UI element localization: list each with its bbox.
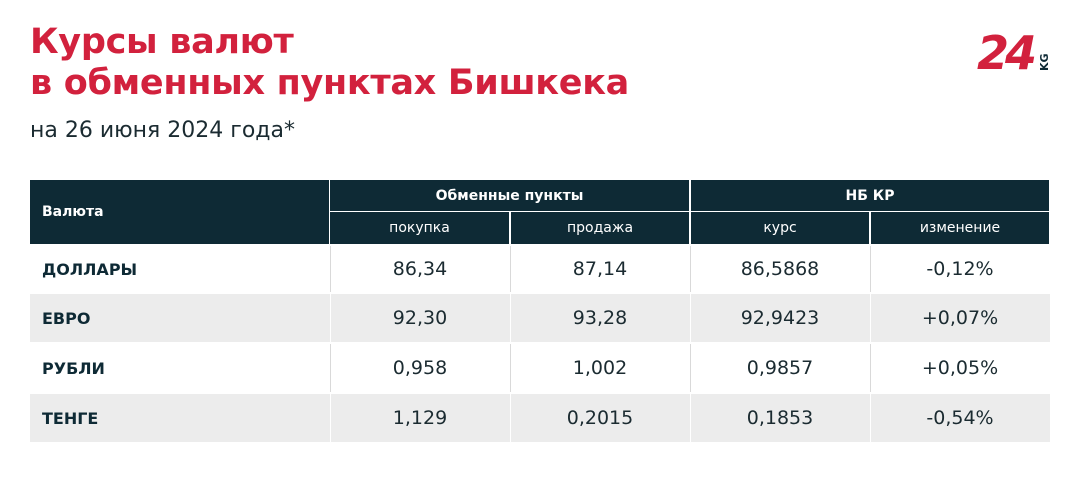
rate-value: 1,002 — [572, 357, 628, 379]
rate-value: 0,9857 — [746, 357, 814, 379]
cell-separator — [330, 294, 331, 342]
rate-value: -0,12% — [926, 258, 994, 280]
logo-suffix: KG — [1038, 53, 1051, 71]
cell-separator — [870, 344, 871, 392]
rate-value: 0,2015 — [566, 407, 634, 429]
column-header: курс — [691, 212, 869, 244]
logo-main: 24 — [977, 26, 1035, 80]
cell-separator — [870, 246, 871, 292]
rate-value: 93,28 — [572, 307, 628, 329]
rate-value: 92,30 — [392, 307, 448, 329]
header-cell: Валюта — [30, 180, 329, 244]
rate-value: -0,54% — [926, 407, 994, 429]
group-header: Обменные пункты — [330, 180, 689, 211]
rate-value: 1,129 — [392, 407, 448, 429]
rate-value: 86,34 — [392, 258, 448, 280]
cell-separator — [870, 294, 871, 342]
currency-name: ТЕНГЕ — [42, 408, 99, 428]
cell-separator — [690, 246, 691, 292]
group-header: НБ КР — [691, 180, 1049, 211]
cell-separator — [510, 344, 511, 392]
cell-separator — [330, 394, 331, 442]
currency-name: ЕВРО — [42, 308, 91, 328]
rate-value: 92,9423 — [740, 307, 820, 329]
subtitle: на 26 июня 2024 года* — [30, 118, 295, 143]
cell-separator — [690, 344, 691, 392]
rate-value: 0,1853 — [746, 407, 814, 429]
cell-separator — [690, 394, 691, 442]
cell-separator — [510, 246, 511, 292]
row-background — [30, 344, 1050, 392]
cell-separator — [510, 394, 511, 442]
row-background — [30, 294, 1050, 342]
title-line: в обменных пунктах Бишкека — [30, 63, 629, 103]
rate-value: 0,958 — [392, 357, 448, 379]
cell-separator — [330, 344, 331, 392]
cell-separator — [330, 246, 331, 292]
row-background — [30, 246, 1050, 292]
currency-name: ДОЛЛАРЫ — [42, 259, 138, 279]
row-background — [30, 394, 1050, 442]
rate-value: 87,14 — [572, 258, 628, 280]
rate-value: 86,5868 — [740, 258, 820, 280]
currency-name: РУБЛИ — [42, 358, 105, 378]
cell-separator — [690, 294, 691, 342]
title-line: Курсы валют — [30, 22, 294, 62]
rate-value: +0,07% — [921, 307, 999, 329]
logo: 24 KG — [977, 26, 1051, 80]
cell-separator — [510, 294, 511, 342]
column-header: покупка — [330, 212, 509, 244]
rate-value: +0,05% — [921, 357, 999, 379]
column-header: изменение — [871, 212, 1049, 244]
cell-separator — [870, 394, 871, 442]
column-header: продажа — [511, 212, 689, 244]
title: Курсы валют в обменных пунктах Бишкека — [30, 22, 629, 104]
